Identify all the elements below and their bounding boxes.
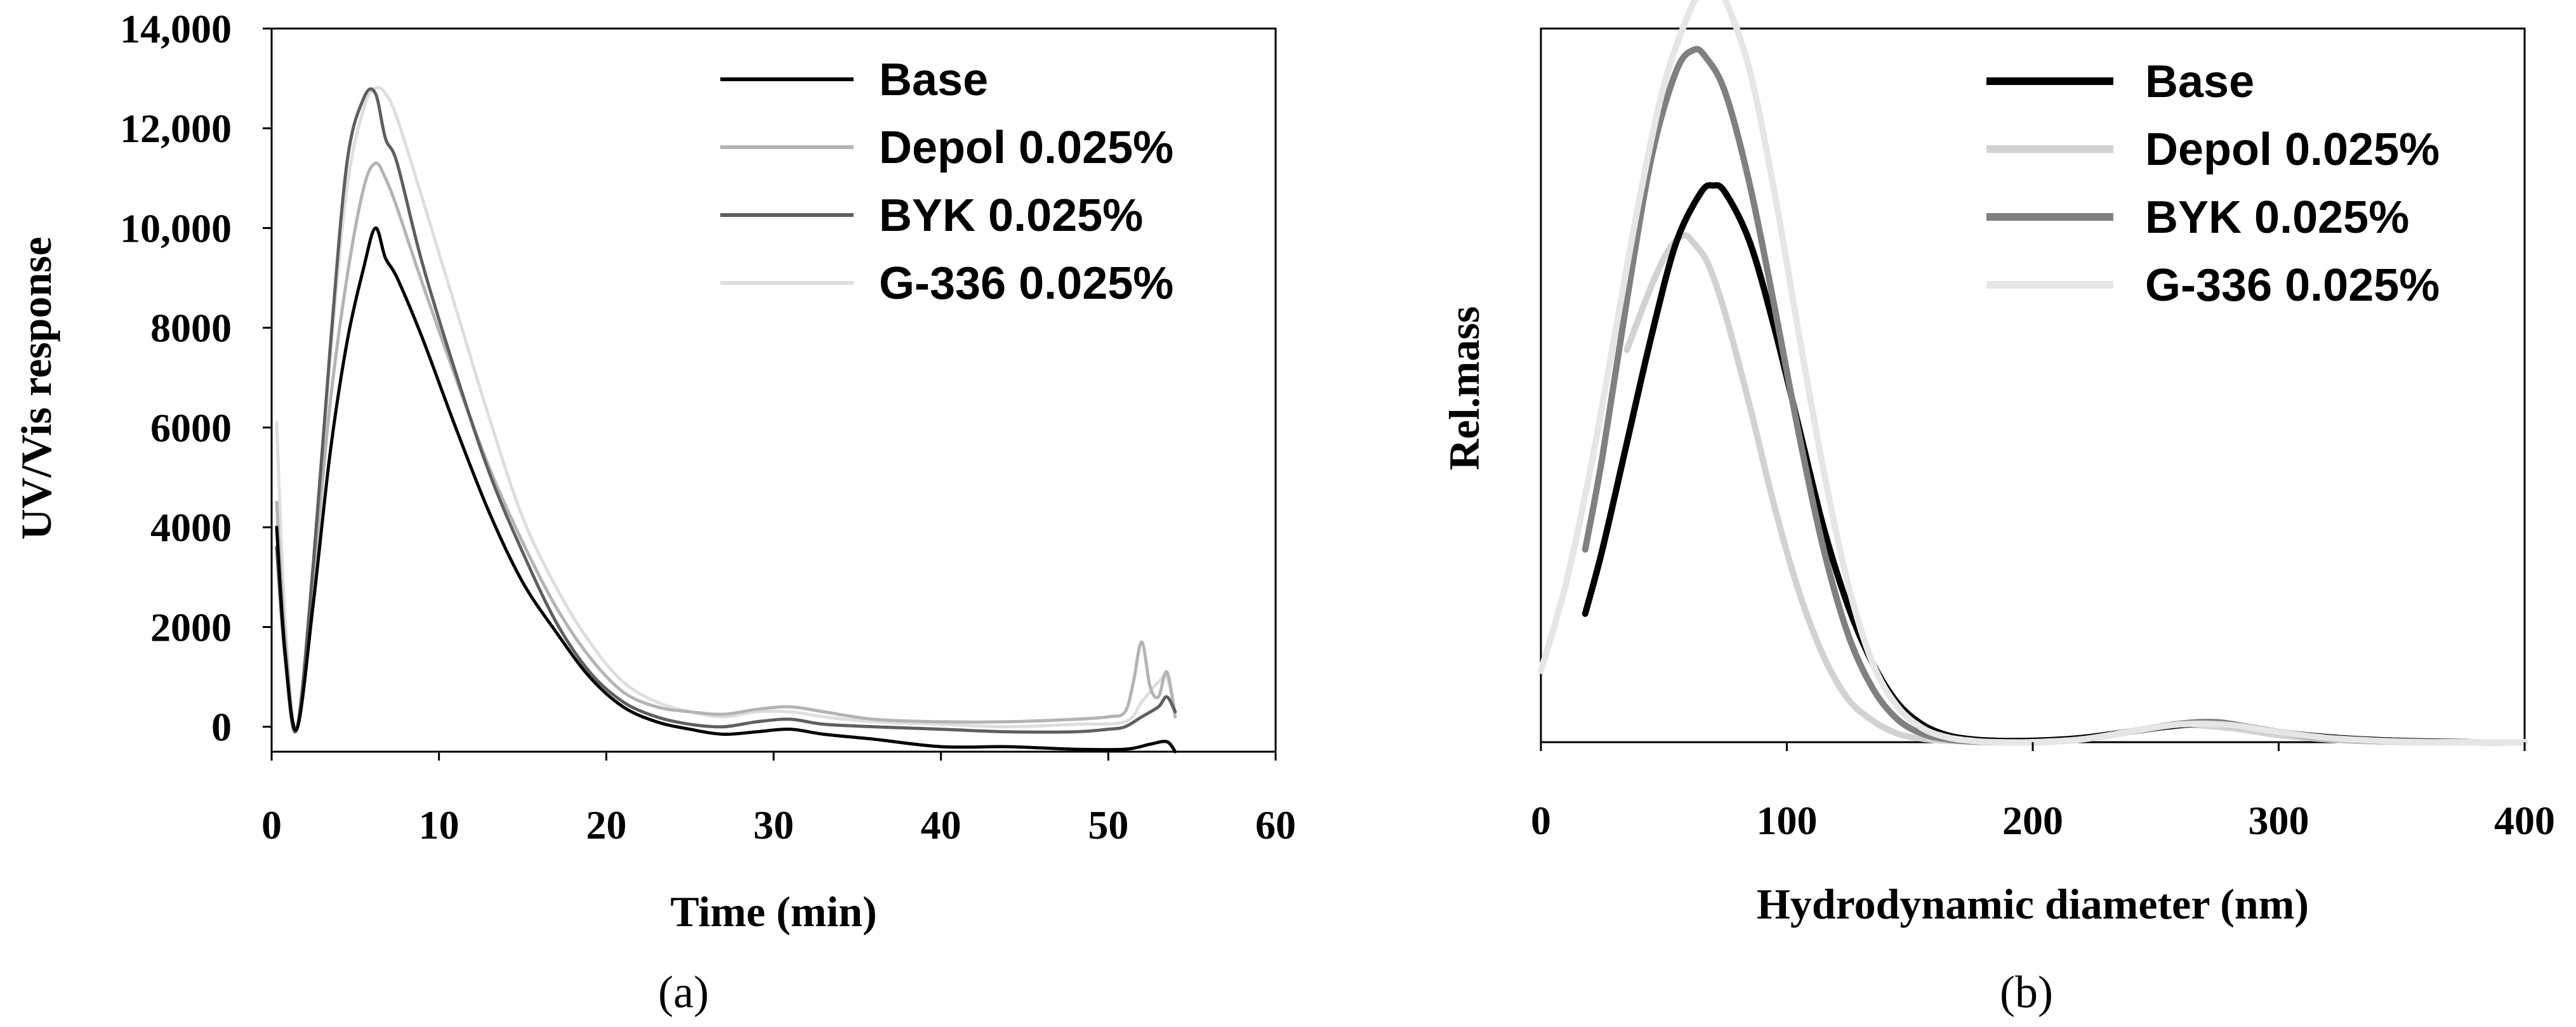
panel-a-legend-label-base: Base bbox=[879, 55, 988, 105]
panel-a-series-depol-0-025 bbox=[275, 161, 1177, 732]
panel-b-x-tick-label: 0 bbox=[1531, 798, 1551, 843]
panel-a-y-tick-label: 0 bbox=[211, 705, 232, 750]
panel-a: 0 10 20 30 40 50 60 0 2000 4000 6000 8000 10,000 12,… bbox=[12, 6, 1296, 1017]
panel-a-x-tick-label: 10 bbox=[419, 802, 459, 847]
panel-a-y-tick-label: 2000 bbox=[150, 605, 232, 650]
panel-a-series bbox=[275, 86, 1177, 754]
panel-b-x-tick-label: 100 bbox=[1757, 798, 1818, 843]
panel-a-series-g-336-0-025 bbox=[275, 86, 1177, 732]
panel-a-label: (a) bbox=[658, 967, 709, 1017]
panel-a-y-tick-label: 8000 bbox=[150, 306, 232, 351]
panel-a-y-tick-label: 4000 bbox=[150, 505, 232, 550]
panel-a-legend: Base Depol 0.025% BYK 0.025% G-336 0.025% bbox=[720, 55, 1173, 309]
panel-b-series bbox=[1538, 0, 2528, 746]
panel-b-series-depol-0-025 bbox=[1623, 232, 2528, 746]
panel-b-legend-label-byk-0-025: BYK 0.025% bbox=[2145, 192, 2409, 243]
panel-b: 0 100 200 300 400 Hydrodynamic diameter (nm)… bbox=[1440, 0, 2555, 1017]
panel-a-legend-label-depol-0-025: Depol 0.025% bbox=[879, 122, 1173, 173]
panel-b-x-ticks: 0 100 200 300 400 bbox=[1531, 742, 2555, 843]
panel-a-x-tick-label: 40 bbox=[921, 802, 961, 847]
panel-b-x-tick-label: 300 bbox=[2249, 798, 2309, 843]
panel-b-x-axis-title: Hydrodynamic diameter (nm) bbox=[1757, 880, 2309, 928]
panel-a-x-tick-label: 60 bbox=[1255, 802, 1296, 847]
panel-b-y-axis-title: Rel.mass bbox=[1440, 306, 1488, 471]
panel-b-series-g-336-0-025 bbox=[1538, 0, 2528, 746]
panel-a-x-tick-label: 50 bbox=[1088, 802, 1128, 847]
panel-a-x-tick-label: 30 bbox=[753, 802, 794, 847]
panel-a-x-tick-label: 0 bbox=[261, 802, 282, 847]
panel-a-y-ticks: 0 2000 4000 6000 8000 10,000 12,000 14,000 bbox=[120, 6, 272, 750]
panel-b-x-tick-label: 200 bbox=[2002, 798, 2063, 843]
panel-a-x-axis-title: Time (min) bbox=[670, 887, 877, 936]
panel-b-legend-label-depol-0-025: Depol 0.025% bbox=[2145, 124, 2440, 175]
panel-a-y-tick-label: 14,000 bbox=[120, 6, 232, 51]
panel-a-y-axis-title: UV/Vis response bbox=[12, 237, 60, 540]
panel-b-legend: Base Depol 0.025% BYK 0.025% G-336 0.025% bbox=[1986, 56, 2440, 311]
panel-b-legend-label-base: Base bbox=[2145, 56, 2254, 107]
panel-a-series-byk-0-025 bbox=[275, 87, 1177, 734]
panel-b-x-tick-label: 400 bbox=[2494, 798, 2555, 843]
panel-a-x-ticks: 0 10 20 30 40 50 60 bbox=[261, 752, 1296, 847]
panel-a-y-tick-label: 12,000 bbox=[120, 106, 232, 151]
panel-a-y-tick-label: 10,000 bbox=[120, 206, 232, 251]
panel-a-series-base bbox=[275, 226, 1177, 754]
panel-b-label: (b) bbox=[2000, 967, 2053, 1017]
panel-b-legend-label-g-336-0-025: G-336 0.025% bbox=[2145, 260, 2440, 311]
panel-a-x-tick-label: 20 bbox=[586, 802, 626, 847]
panel-a-legend-label-g-336-0-025: G-336 0.025% bbox=[879, 258, 1173, 309]
panel-a-legend-label-byk-0-025: BYK 0.025% bbox=[879, 190, 1143, 241]
panel-a-y-tick-label: 6000 bbox=[150, 405, 232, 450]
